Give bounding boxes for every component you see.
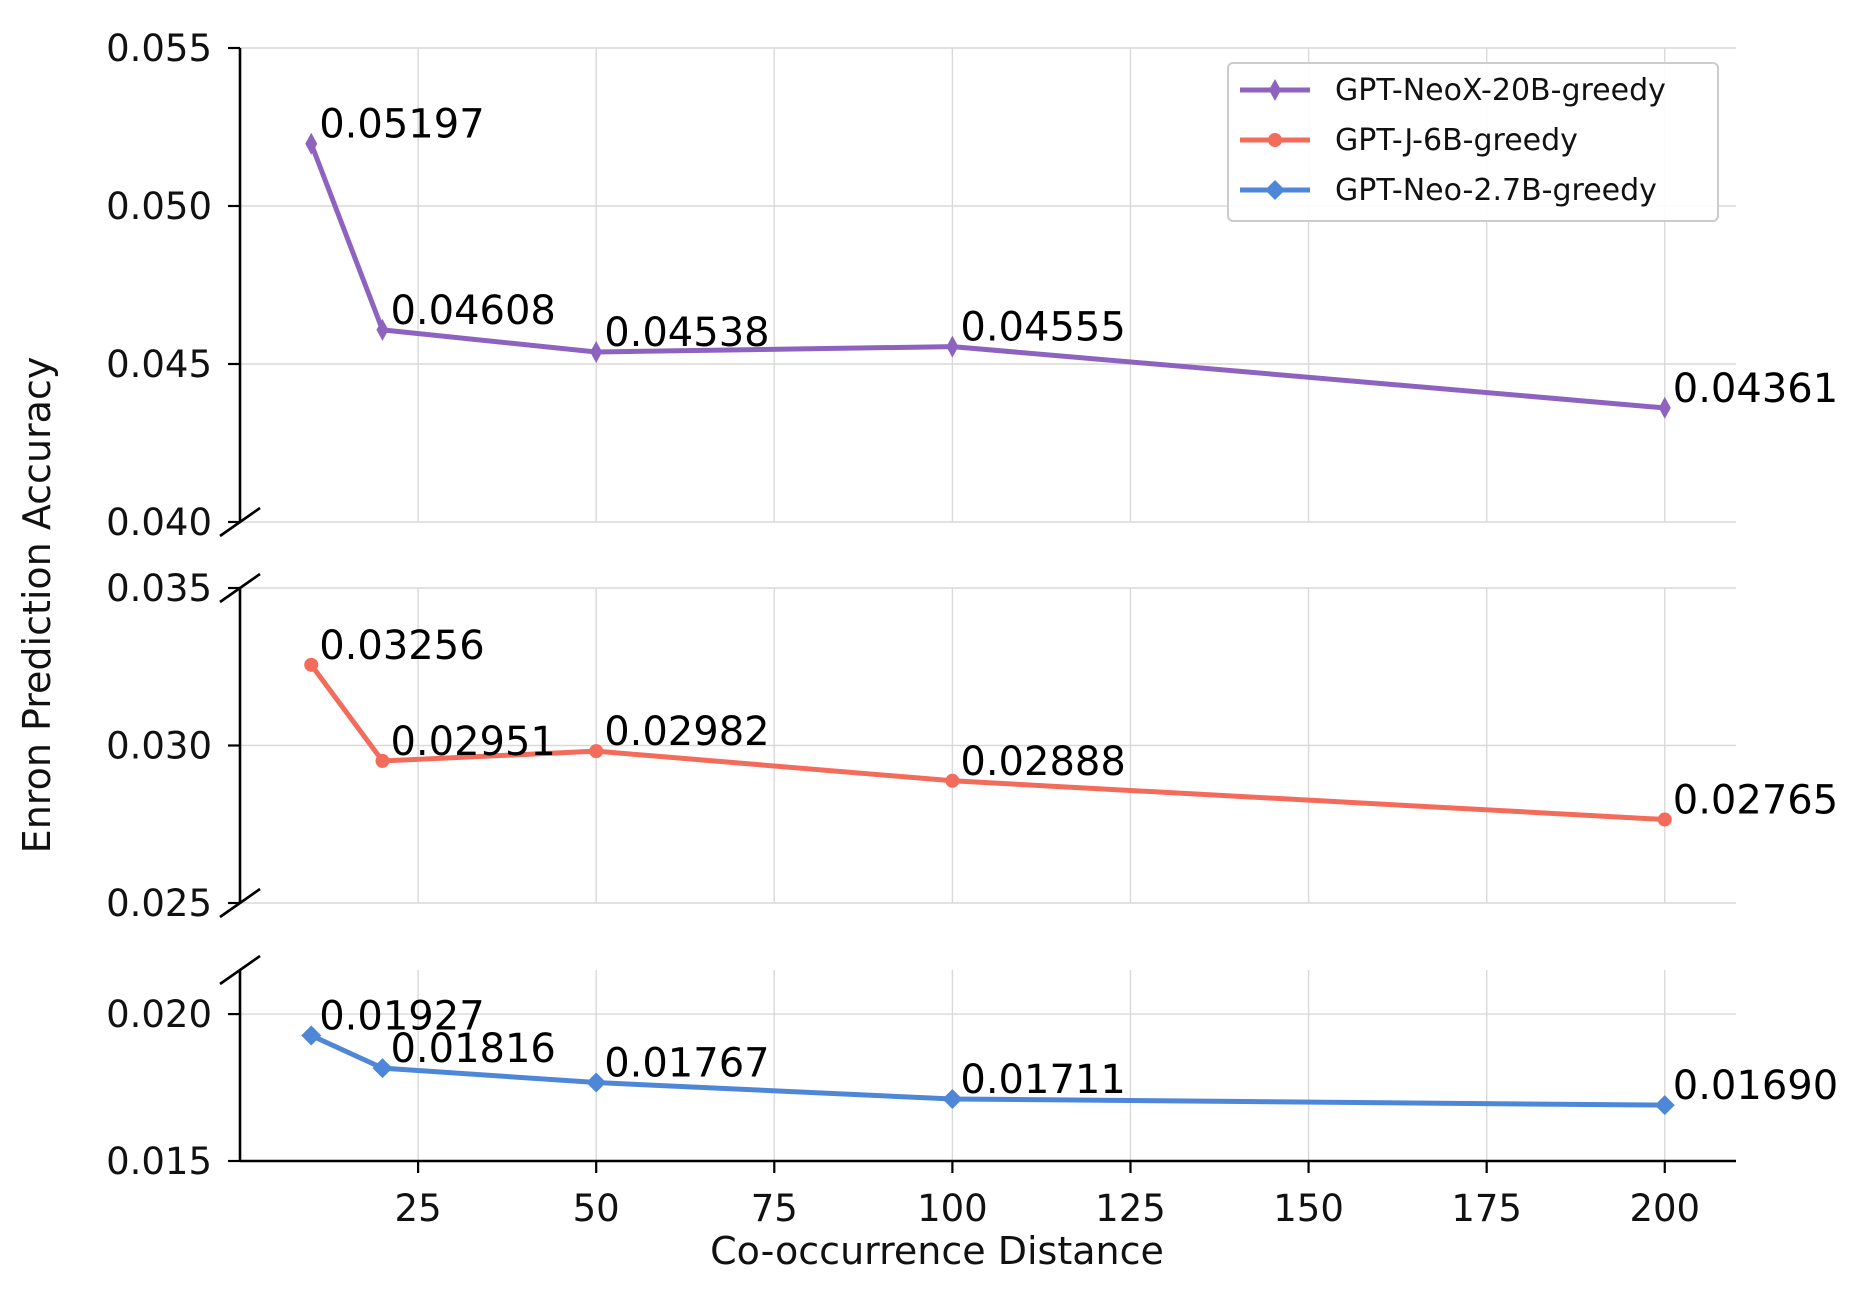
- data-label: 0.05197: [319, 102, 484, 148]
- data-point: [1654, 1095, 1675, 1116]
- data-label: 0.01690: [1673, 1063, 1838, 1109]
- data-point: [946, 335, 959, 358]
- y-tick-label: 0.020: [106, 993, 212, 1036]
- data-label: 0.04555: [960, 305, 1125, 351]
- y-tick-label: 0.035: [106, 567, 212, 610]
- legend-marker: [1265, 180, 1285, 200]
- data-point: [1657, 812, 1672, 827]
- data-label: 0.04361: [1673, 366, 1838, 412]
- x-tick-label: 200: [1629, 1187, 1700, 1230]
- x-tick-label: 150: [1273, 1187, 1344, 1230]
- data-point: [372, 1058, 393, 1079]
- y-tick-label: 0.050: [106, 185, 212, 228]
- label-layer: 0.040 0.045 0.050 0.055 0.05197 0.04608 0.0453…: [106, 27, 1838, 1230]
- y-tick-label: 0.045: [106, 343, 212, 386]
- x-tick-label: 125: [1095, 1187, 1166, 1230]
- data-point: [304, 657, 319, 672]
- data-point: [945, 773, 960, 788]
- legend-marker: [1269, 79, 1281, 101]
- data-point: [305, 132, 318, 155]
- x-tick-label: 25: [395, 1187, 442, 1230]
- legend-marker: [1268, 133, 1282, 147]
- legend-frame: [1227, 62, 1719, 222]
- x-tick-label: 175: [1451, 1187, 1522, 1230]
- data-label: 0.01711: [960, 1057, 1125, 1103]
- data-label: 0.01927: [319, 994, 484, 1040]
- data-label: 0.02951: [390, 719, 555, 765]
- legend-label: GPT-NeoX-20B-greedy: [1335, 73, 1666, 108]
- axis-break-mark: [219, 887, 261, 919]
- data-point: [589, 744, 604, 759]
- data-point: [942, 1088, 963, 1109]
- axis-break-mark: [219, 572, 261, 604]
- x-axis-title: Co-occurrence Distance: [710, 1229, 1164, 1273]
- data-point: [375, 753, 390, 768]
- series-layer: [301, 132, 1675, 1116]
- axis-break-mark: [219, 506, 261, 538]
- data-label: 0.01767: [604, 1041, 769, 1087]
- data-label: 0.02765: [1673, 778, 1838, 824]
- legend: GPT-NeoX-20B-greedy GPT-J-6B-greedy GPT-Ne…: [1227, 62, 1719, 222]
- data-point: [301, 1025, 322, 1046]
- x-tick-label: 50: [573, 1187, 620, 1230]
- data-point: [590, 340, 603, 363]
- legend-label: GPT-Neo-2.7B-greedy: [1335, 173, 1657, 208]
- axis-break-mark: [219, 954, 261, 986]
- data-label: 0.04608: [390, 288, 555, 334]
- data-point: [376, 318, 389, 341]
- y-axis-title: Enron Prediction Accuracy: [15, 357, 59, 854]
- x-tick-label: 100: [917, 1187, 988, 1230]
- data-label: 0.02982: [604, 709, 769, 755]
- y-tick-label: 0.055: [106, 27, 212, 70]
- data-label: 0.04538: [604, 310, 769, 356]
- data-label: 0.03256: [319, 623, 484, 669]
- data-label: 0.02888: [960, 739, 1125, 785]
- legend-entries: GPT-NeoX-20B-greedy GPT-J-6B-greedy GPT-Ne…: [1240, 73, 1666, 208]
- data-point: [586, 1072, 607, 1093]
- data-label: 0.01816: [390, 1026, 555, 1072]
- x-tick-label: 75: [751, 1187, 798, 1230]
- y-tick-label: 0.015: [106, 1140, 212, 1183]
- y-tick-label: 0.040: [106, 501, 212, 544]
- axis-layer: [219, 46, 1736, 1173]
- data-point: [1658, 396, 1671, 419]
- y-tick-label: 0.025: [106, 882, 212, 925]
- legend-label: GPT-J-6B-greedy: [1335, 123, 1578, 158]
- y-tick-label: 0.030: [106, 725, 212, 768]
